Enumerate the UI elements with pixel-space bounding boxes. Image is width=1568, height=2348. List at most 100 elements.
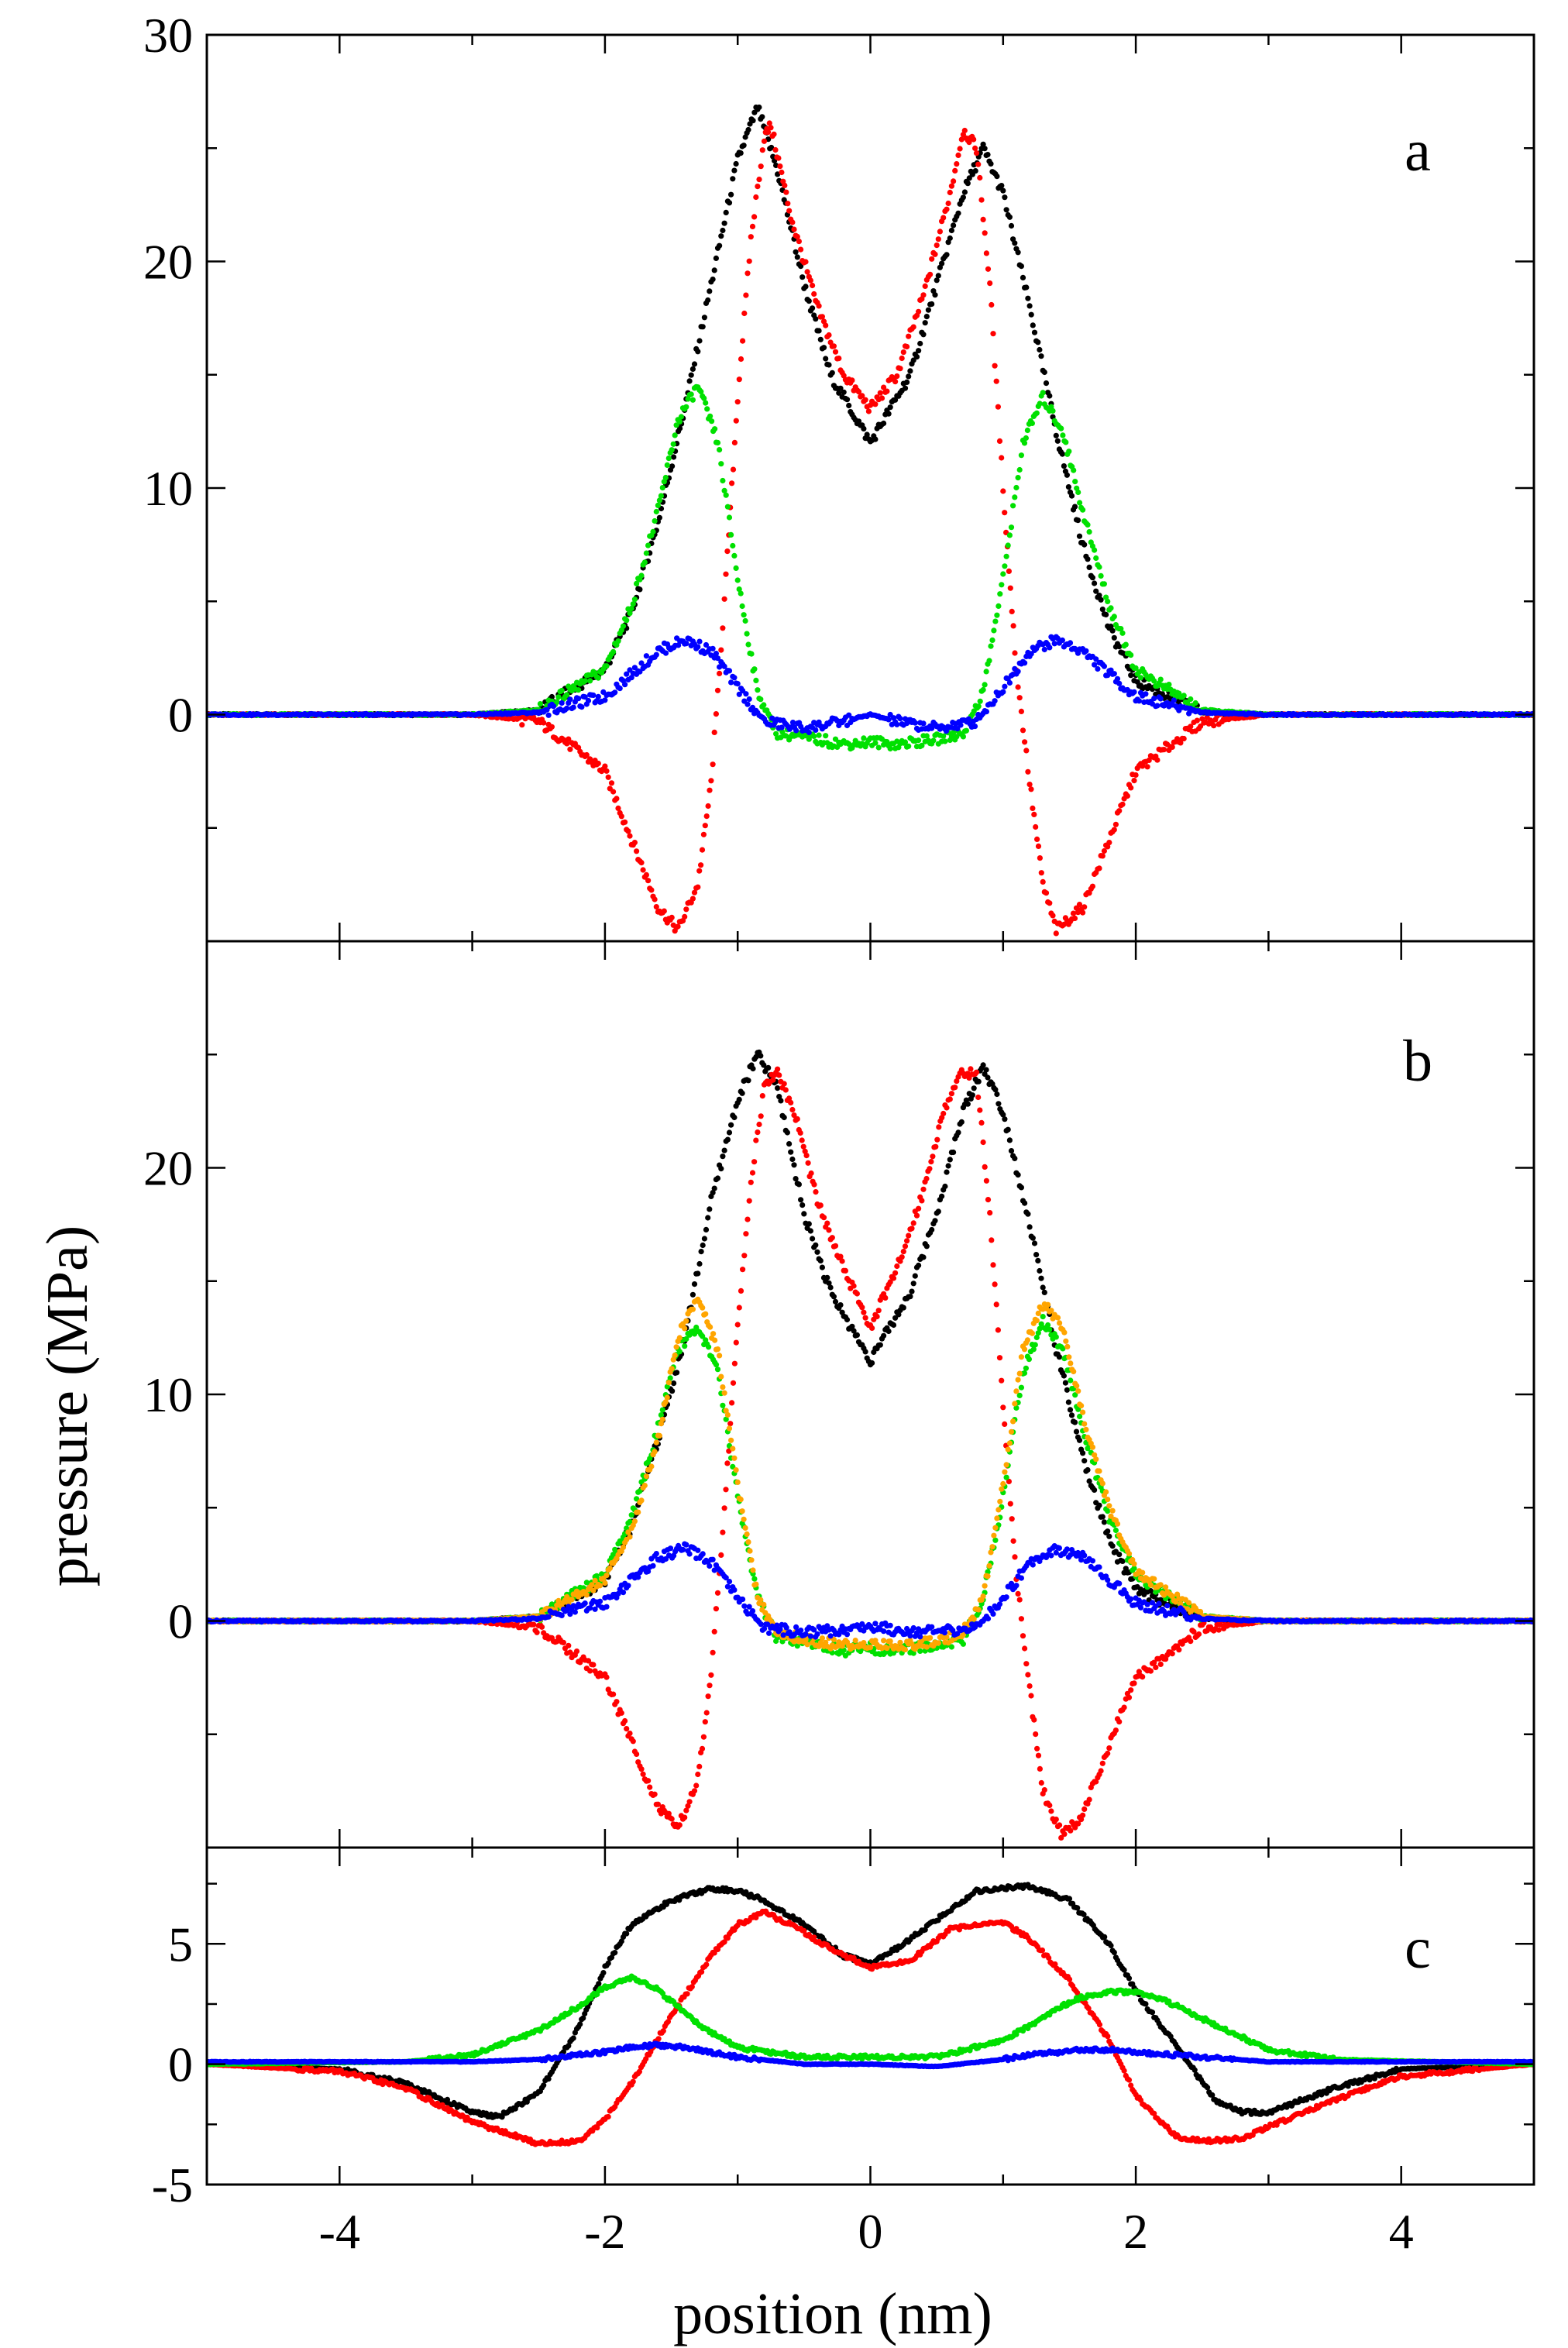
data-point bbox=[890, 1275, 897, 1281]
data-point bbox=[1033, 1731, 1039, 1738]
data-point bbox=[714, 1590, 721, 1596]
data-point bbox=[618, 813, 624, 820]
data-point bbox=[829, 370, 835, 376]
data-point bbox=[996, 438, 1003, 445]
data-point bbox=[1043, 380, 1050, 387]
data-point bbox=[628, 605, 634, 612]
data-point bbox=[614, 796, 620, 802]
data-point bbox=[854, 1332, 860, 1338]
data-point bbox=[827, 1284, 834, 1291]
data-point bbox=[1133, 665, 1139, 672]
data-point bbox=[975, 161, 982, 167]
data-point bbox=[916, 1262, 922, 1269]
data-point bbox=[1085, 1466, 1091, 1473]
data-point bbox=[826, 1227, 832, 1233]
data-point bbox=[806, 729, 812, 736]
data-point bbox=[676, 418, 683, 425]
data-point bbox=[1022, 660, 1028, 666]
data-point bbox=[726, 1129, 733, 1136]
data-point bbox=[794, 1116, 800, 1122]
data-point bbox=[801, 1211, 807, 1217]
data-point bbox=[869, 1325, 875, 1331]
data-point bbox=[652, 1791, 658, 1797]
data-point bbox=[786, 1141, 793, 1147]
data-point bbox=[615, 638, 621, 645]
data-point bbox=[993, 1301, 999, 1308]
data-point bbox=[1047, 1802, 1053, 1809]
data-point bbox=[691, 1281, 698, 1287]
data-point bbox=[1002, 563, 1008, 569]
data-point bbox=[1080, 1450, 1086, 1456]
data-point bbox=[756, 177, 762, 183]
data-point bbox=[1075, 1820, 1081, 1827]
data-point bbox=[1105, 1528, 1111, 1535]
data-point bbox=[1005, 542, 1011, 548]
data-point bbox=[710, 1190, 716, 1196]
data-point bbox=[826, 1280, 832, 1286]
data-point bbox=[713, 255, 720, 261]
data-point bbox=[714, 655, 721, 662]
data-point bbox=[1015, 249, 1021, 256]
data-point bbox=[1040, 878, 1046, 885]
data-point bbox=[627, 610, 633, 617]
data-point bbox=[1136, 698, 1142, 704]
data-point bbox=[1103, 611, 1109, 618]
data-point bbox=[837, 385, 844, 391]
data-point bbox=[951, 178, 957, 184]
data-point bbox=[1101, 847, 1107, 854]
data-point bbox=[943, 728, 950, 734]
data-point bbox=[872, 436, 879, 442]
data-point bbox=[1086, 564, 1092, 571]
data-point bbox=[944, 206, 950, 212]
data-point bbox=[1098, 596, 1104, 603]
data-point bbox=[786, 1095, 793, 1102]
data-point bbox=[814, 1249, 820, 1255]
data-point bbox=[643, 871, 650, 878]
data-point bbox=[971, 1085, 977, 1091]
data-point bbox=[980, 686, 986, 693]
data-point bbox=[989, 1237, 995, 1243]
y-tick-label: 20 bbox=[143, 235, 193, 290]
data-point bbox=[744, 270, 751, 277]
data-point bbox=[936, 1124, 942, 1130]
data-point bbox=[707, 288, 713, 294]
data-point bbox=[896, 1312, 902, 1318]
data-point bbox=[1076, 533, 1083, 539]
data-point bbox=[1047, 900, 1053, 906]
data-point bbox=[744, 701, 751, 707]
data-point bbox=[983, 1067, 989, 1073]
data-point bbox=[696, 868, 703, 874]
data-point bbox=[994, 174, 1000, 180]
data-point bbox=[618, 1710, 624, 1716]
data-point bbox=[819, 314, 825, 320]
data-point bbox=[627, 833, 633, 839]
data-point bbox=[996, 1355, 1003, 1361]
data-point bbox=[916, 308, 922, 315]
data-point bbox=[534, 1629, 540, 1635]
data-point bbox=[691, 1788, 698, 1794]
data-point bbox=[954, 161, 960, 167]
data-point bbox=[771, 131, 777, 137]
data-point bbox=[740, 338, 746, 344]
data-point bbox=[712, 426, 718, 432]
data-point bbox=[759, 114, 765, 120]
data-point bbox=[1030, 1235, 1036, 1241]
data-point bbox=[1101, 581, 1107, 587]
data-point bbox=[923, 733, 930, 739]
data-point bbox=[686, 1799, 693, 1805]
data-point bbox=[700, 1242, 706, 1249]
data-point bbox=[1137, 675, 1144, 681]
data-point bbox=[750, 118, 756, 124]
data-point bbox=[1037, 855, 1043, 861]
data-point bbox=[744, 1216, 751, 1222]
data-point bbox=[1026, 1224, 1033, 1230]
data-point bbox=[817, 336, 824, 342]
data-point bbox=[978, 197, 985, 203]
data-point bbox=[1131, 689, 1137, 695]
data-point bbox=[741, 612, 747, 618]
data-point bbox=[906, 1232, 912, 1239]
data-point bbox=[944, 252, 950, 258]
data-point bbox=[1171, 697, 1177, 703]
data-point bbox=[614, 1699, 620, 1705]
